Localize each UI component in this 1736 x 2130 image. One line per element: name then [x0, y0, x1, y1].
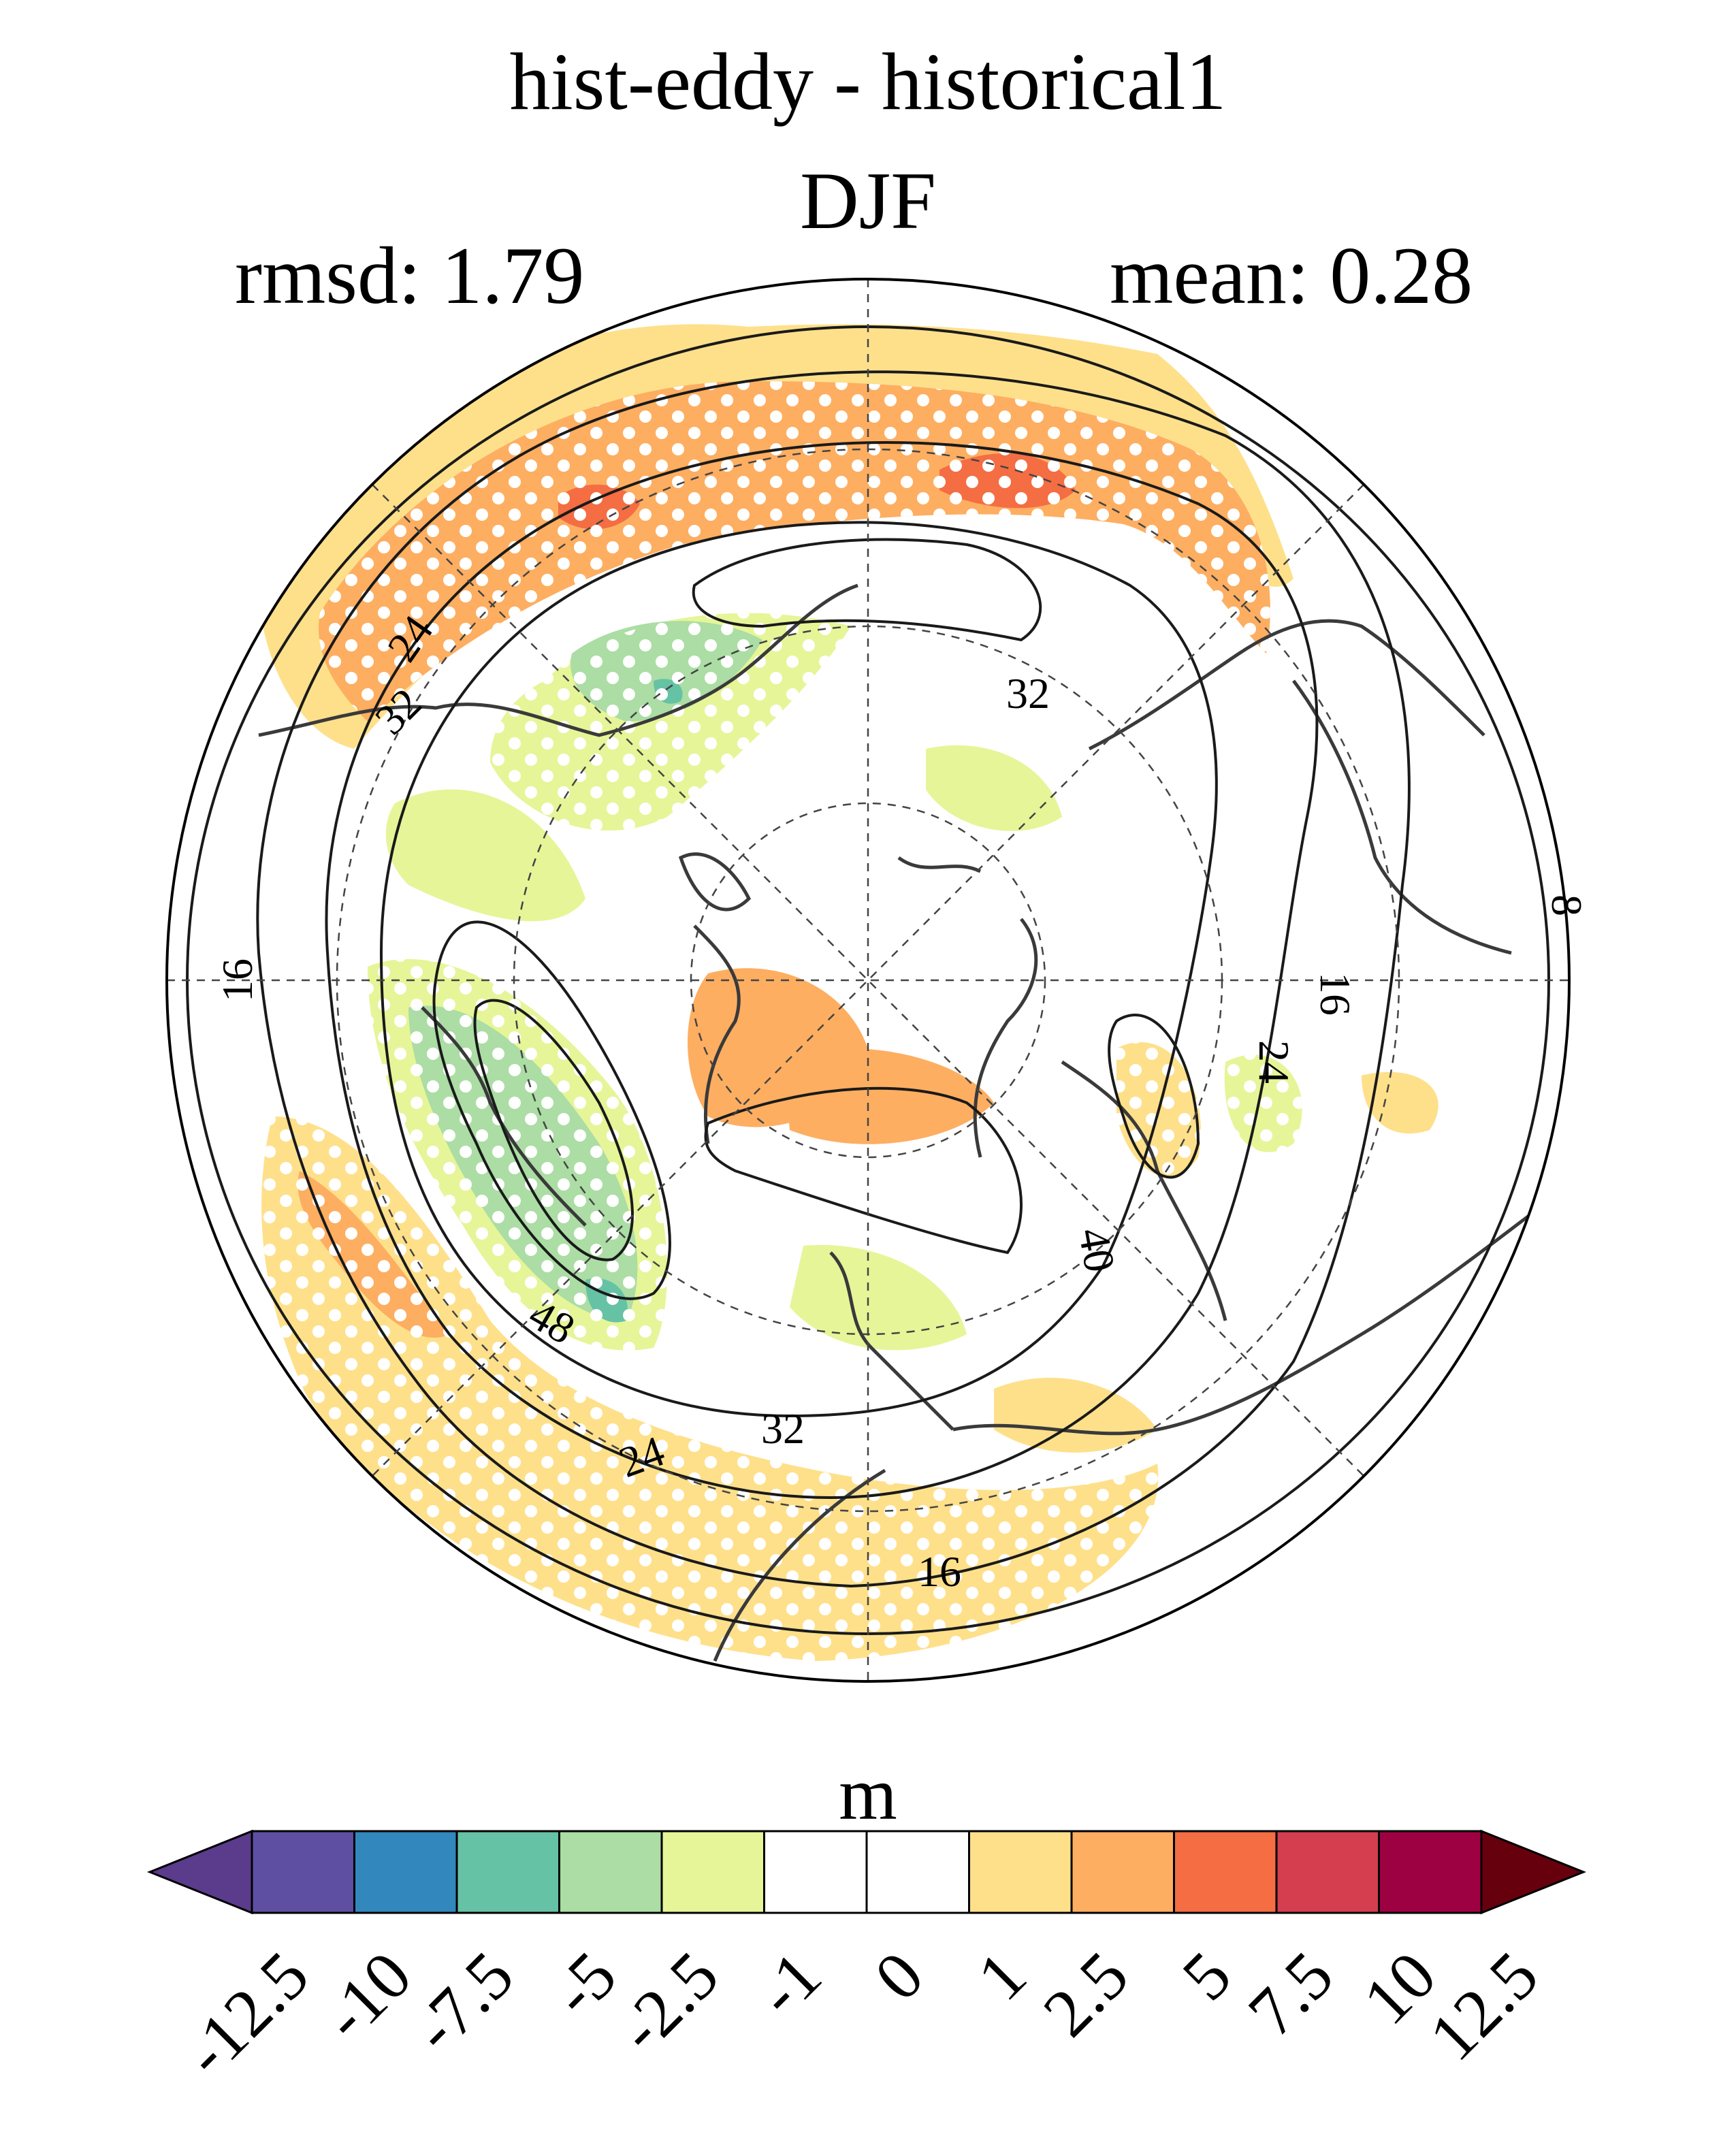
colorbar-box	[251, 1830, 355, 1914]
colorbar-box	[455, 1830, 560, 1914]
contour-label: 16	[1311, 972, 1360, 1016]
graticule	[167, 279, 1569, 1681]
contour-label: 32	[1006, 669, 1050, 717]
colorbar-box	[660, 1830, 765, 1914]
colorbar-box	[1378, 1830, 1483, 1914]
season-label: DJF	[799, 155, 937, 246]
contour-label: 8	[1543, 894, 1591, 916]
colorbar-box	[865, 1830, 970, 1914]
colorbar-low-extend	[146, 1829, 253, 1915]
contour-label: 40	[1070, 1225, 1125, 1276]
colorbar-box	[1275, 1830, 1380, 1914]
coastlines	[258, 583, 1554, 1662]
mean-label: mean: 0.28	[1110, 230, 1473, 321]
rmsd-label: rmsd: 1.79	[235, 230, 585, 321]
colorbar-box	[1173, 1830, 1278, 1914]
colorbar-box	[968, 1830, 1073, 1914]
contour-label: 16	[213, 958, 261, 1002]
colorbar-box	[558, 1830, 663, 1914]
map-border	[165, 278, 1571, 1683]
contour-label: 16	[918, 1547, 961, 1596]
colorbar-box	[353, 1830, 458, 1914]
colorbar-units: m	[839, 1752, 897, 1835]
contour-label: 24	[1250, 1040, 1298, 1084]
colorbar-high-extend	[1480, 1829, 1587, 1915]
colorbar-boxes	[146, 1829, 1587, 1915]
contour-label: 32	[761, 1404, 805, 1453]
colorbar-box	[763, 1830, 868, 1914]
colorbar-box	[1070, 1830, 1175, 1914]
plot-title: hist-eddy - historical1	[509, 36, 1227, 127]
